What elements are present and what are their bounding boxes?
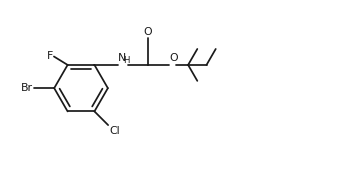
- Text: Br: Br: [21, 83, 33, 93]
- Text: F: F: [47, 52, 53, 62]
- Text: H: H: [123, 56, 130, 65]
- Text: N: N: [118, 53, 126, 63]
- Text: O: O: [143, 27, 152, 37]
- Text: Cl: Cl: [109, 126, 119, 136]
- Text: O: O: [169, 53, 178, 63]
